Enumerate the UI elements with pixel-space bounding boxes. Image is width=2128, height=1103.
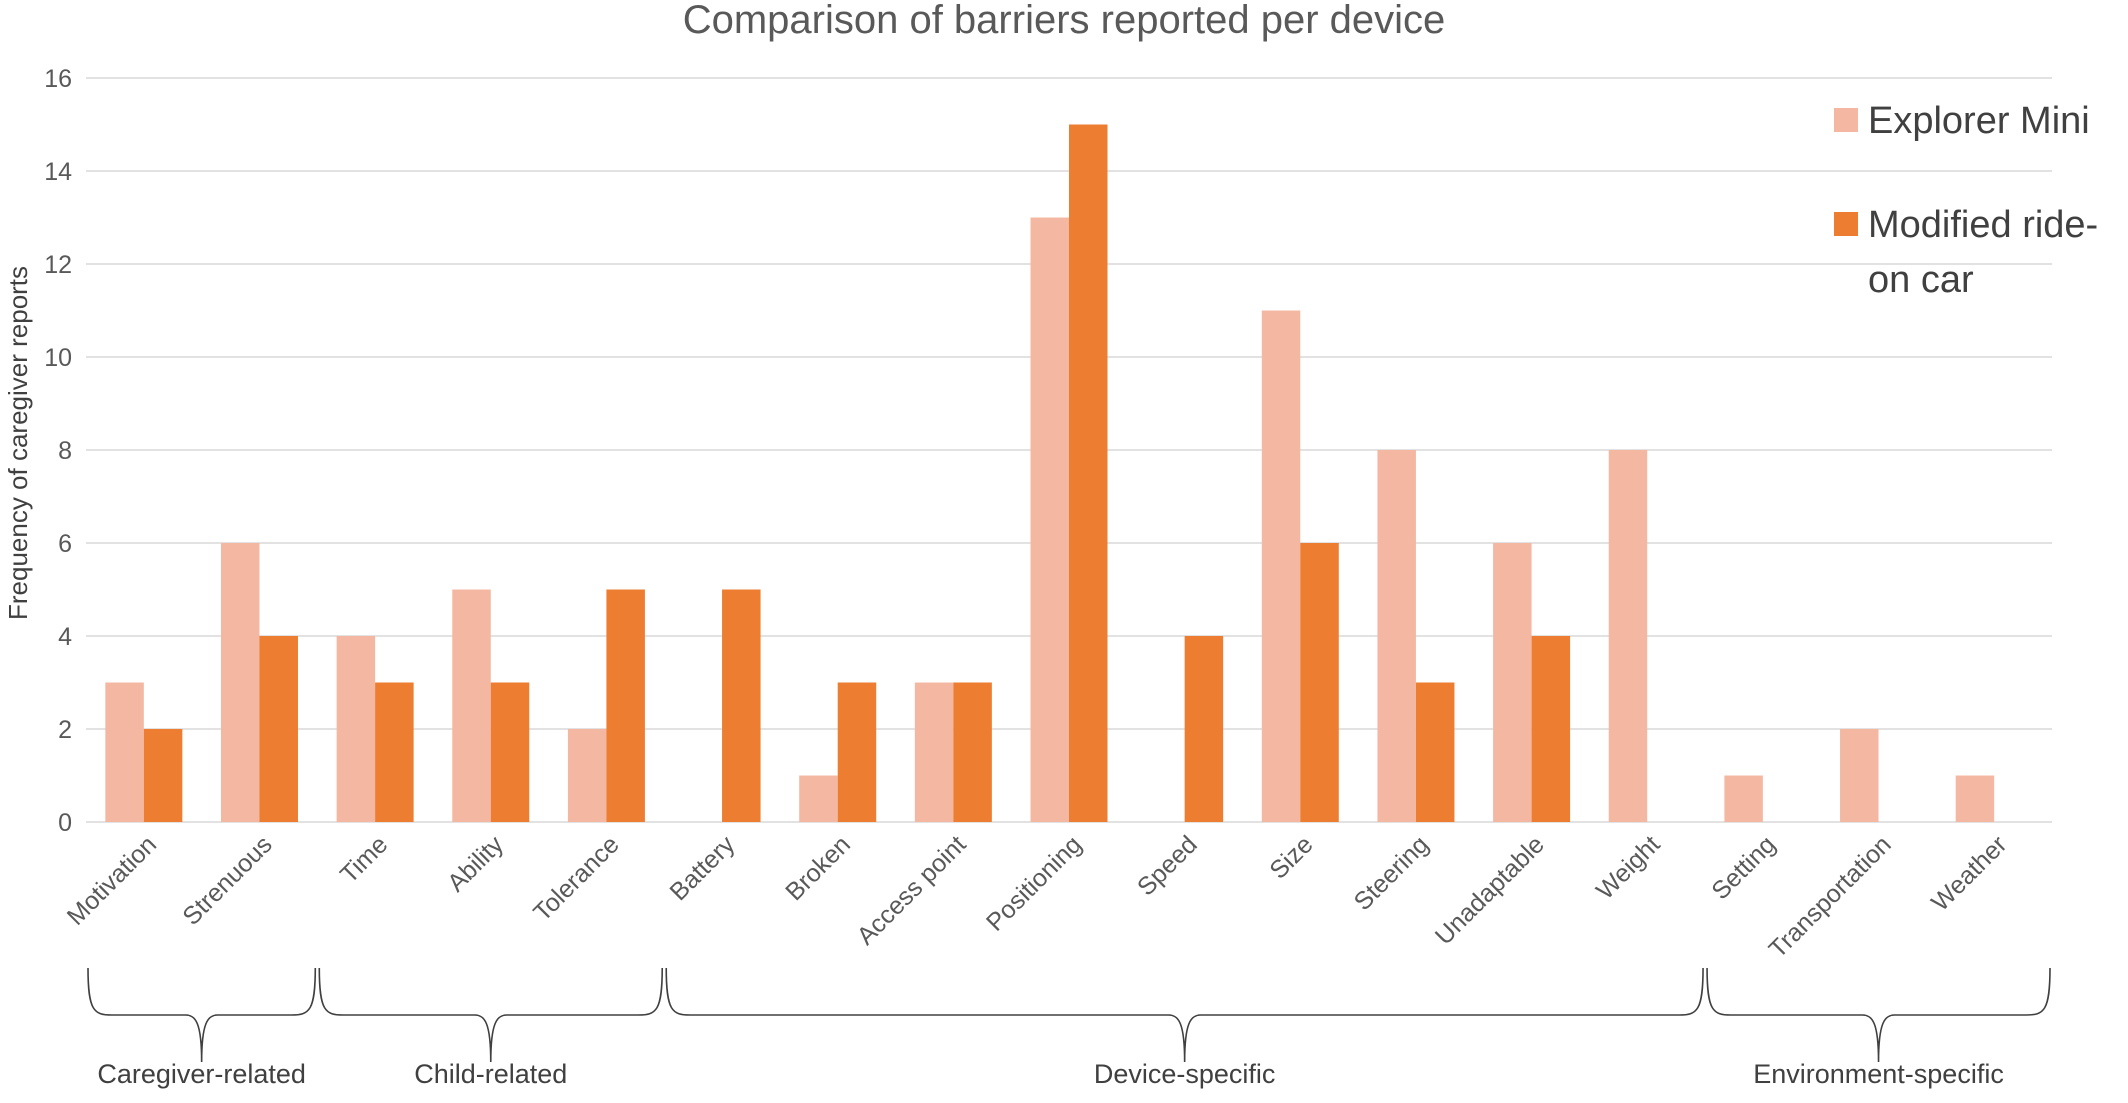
chart-title: Comparison of barriers reported per devi… (683, 0, 1446, 42)
y-tick-label: 10 (44, 344, 72, 372)
x-tick-label: Broken (780, 830, 856, 906)
x-tick-label: Size (1264, 830, 1318, 884)
bar-explorer-mini-steering (1377, 450, 1416, 822)
x-tick-label: Time (335, 830, 393, 888)
bar-explorer-mini-weight (1608, 450, 1648, 822)
group-brace (1706, 967, 2051, 1063)
x-tick-label: Speed (1132, 830, 1203, 901)
y-tick-label: 0 (58, 809, 72, 837)
bar-modified-ride-on-car-ability (490, 682, 530, 822)
bar-explorer-mini-access-point (914, 682, 954, 822)
bar-explorer-mini-strenuous (220, 543, 260, 822)
y-axis-label: Frequency of caregiver reports (3, 266, 33, 620)
x-tick-label: Battery (664, 830, 740, 906)
y-tick-label: 2 (58, 716, 72, 744)
group-brace (87, 967, 317, 1063)
y-tick-label: 14 (44, 158, 72, 186)
bar-explorer-mini-motivation (105, 682, 144, 822)
y-tick-label: 6 (58, 530, 72, 558)
group-label: Caregiver-related (97, 1059, 306, 1089)
group-brace (665, 967, 1704, 1063)
bar-modified-ride-on-car-steering (1415, 682, 1455, 822)
bar-explorer-mini-weather (1955, 775, 1995, 822)
y-tick-label: 12 (44, 251, 72, 279)
bar-modified-ride-on-car-time (375, 682, 414, 822)
y-tick-label: 8 (58, 437, 72, 465)
legend: Explorer Mini Modified ride-on car (1834, 100, 2098, 301)
category-groups: Caregiver-related Child-related Device-spe… (87, 967, 2051, 1089)
bar-explorer-mini-size (1261, 310, 1301, 822)
bar-explorer-mini-tolerance (567, 729, 607, 822)
bar-modified-ride-on-car-strenuous (259, 636, 298, 822)
bar-modified-ride-on-car-access-point (953, 682, 992, 822)
bar-explorer-mini-setting (1724, 775, 1763, 822)
group-label: Environment-specific (1753, 1059, 2004, 1089)
y-axis-ticks: 0 2 4 6 8 10 12 14 16 (44, 65, 72, 837)
legend-swatch (1834, 212, 1858, 236)
x-tick-label: Unadaptable (1430, 830, 1550, 950)
bar-modified-ride-on-car-positioning (1069, 124, 1108, 822)
bar-modified-ride-on-car-broken (837, 682, 877, 822)
bar-modified-ride-on-car-size (1300, 543, 1339, 822)
bars (105, 124, 1995, 822)
bar-explorer-mini-broken (799, 775, 838, 822)
bar-modified-ride-on-car-unadaptable (1531, 636, 1571, 822)
x-tick-label: Steering (1349, 830, 1435, 916)
bar-explorer-mini-positioning (1030, 217, 1069, 822)
bar-modified-ride-on-car-battery (722, 589, 761, 822)
x-tick-label: Access point (852, 830, 972, 950)
x-tick-label: Positioning (981, 830, 1087, 936)
x-tick-label: Ability (442, 830, 509, 897)
x-tick-label: Weather (1926, 830, 2012, 916)
x-tick-label: Setting (1706, 830, 1781, 905)
legend-label: Modified ride- (1868, 204, 2098, 246)
legend-label: on car (1868, 259, 1974, 301)
x-tick-label: Weight (1591, 830, 1666, 905)
group-label: Device-specific (1094, 1059, 1276, 1089)
bar-explorer-mini-transportation (1840, 729, 1879, 822)
x-tick-label: Motivation (62, 830, 162, 930)
x-tick-label: Tolerance (528, 830, 624, 926)
group-brace (318, 967, 664, 1063)
legend-swatch (1834, 108, 1858, 132)
group-label: Child-related (414, 1059, 567, 1089)
y-tick-label: 16 (44, 65, 72, 93)
bar-explorer-mini-unadaptable (1493, 543, 1532, 822)
bar-modified-ride-on-car-motivation (143, 729, 183, 822)
x-tick-label: Transportation (1764, 830, 1897, 963)
bar-modified-ride-on-car-speed (1184, 636, 1224, 822)
x-tick-label: Strenuous (177, 830, 277, 930)
legend-label: Explorer Mini (1868, 100, 2090, 142)
bar-explorer-mini-time (336, 636, 376, 822)
bar-explorer-mini-ability (452, 589, 491, 822)
y-tick-label: 4 (58, 623, 72, 651)
x-axis-labels: Motivation Strenuous Time Ability Tolerance B… (62, 830, 2013, 963)
bar-modified-ride-on-car-tolerance (606, 589, 645, 822)
